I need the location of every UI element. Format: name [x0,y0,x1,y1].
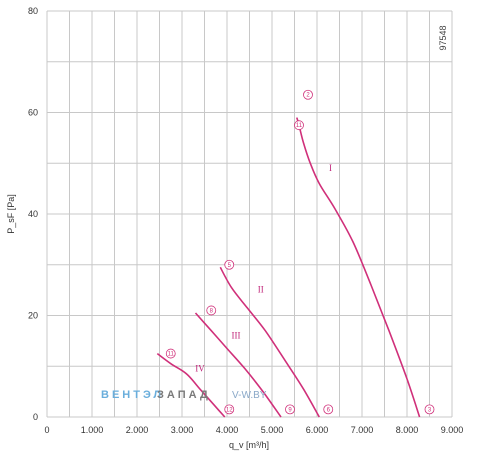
marker-circle [424,404,435,415]
marker-circle [224,259,235,270]
x-tick-label: 1.000 [81,425,104,435]
grid [46,10,453,418]
marker-label: 6 [327,407,331,413]
marker-label: 5 [228,263,232,269]
marker-9: 9 [285,404,295,415]
x-axis-label: q_v [m³/h] [229,440,269,450]
x-tick-label: 7.000 [351,425,374,435]
marker-8: 8 [206,305,217,316]
x-tick-label: 0 [44,425,49,435]
ticks: 0 1.000 2.000 3.000 4.000 5.000 6.000 7.000 8.00… [28,6,463,435]
x-tick-label: 6.000 [306,425,329,435]
marker-11: 11 [165,348,176,359]
series-label-II: II [258,285,264,295]
x-tick-label: 4.000 [216,425,239,435]
marker-circle [294,120,304,131]
y-axis-label: P_sF [Pa] [6,194,16,234]
series-label-I: I [329,163,332,173]
y-tick-label: 60 [28,108,38,118]
marker-3: 3 [424,404,435,415]
marker-circle [224,404,235,415]
marker-circle [206,305,217,316]
y-tick-label: 80 [28,6,38,16]
marker-label: 11 [296,123,303,129]
marker-circle [165,348,176,359]
x-tick-label: 5.000 [261,425,284,435]
series-line-III [194,312,282,418]
watermark-part2: ЗАПАД [157,389,211,401]
marker-12: 12 [224,404,235,415]
series-line-II [219,266,320,418]
watermark: ВЕНТЭЛ ЗАПАД V-W.BY [101,389,267,401]
series-label-III: III [232,330,241,340]
x-tick-label: 8.000 [396,425,419,435]
marker-label: 12 [226,407,233,413]
marker-label: 9 [288,407,292,413]
document-id: 97548 [438,25,448,50]
x-tick-label: 3.000 [171,425,194,435]
series-label-IV: IV [195,363,205,373]
watermark-part1: ВЕНТЭЛ [101,389,164,401]
series-line-IV [156,352,226,418]
series-line-I [296,117,421,418]
watermark-part3: V-W.BY [232,390,267,401]
marker-6: 6 [323,404,334,415]
marker-label: 3 [428,407,432,413]
marker-label: 11 [168,352,175,358]
marker-label: 8 [210,308,214,314]
marker-2: 2 [303,89,313,100]
y-tick-label: 0 [33,412,38,422]
y-tick-label: 40 [28,209,38,219]
marker-circle [303,89,313,100]
marker-11: 11 [294,120,304,131]
marker-5: 5 [224,259,235,270]
marker-circle [285,404,295,415]
marker-circle [323,404,334,415]
x-tick-label: 9.000 [441,425,464,435]
y-tick-label: 20 [28,311,38,321]
markers: 2 11 3 5 6 8 9 11 12 [165,89,435,415]
marker-label: 2 [306,93,310,99]
x-tick-label: 2.000 [126,425,149,435]
